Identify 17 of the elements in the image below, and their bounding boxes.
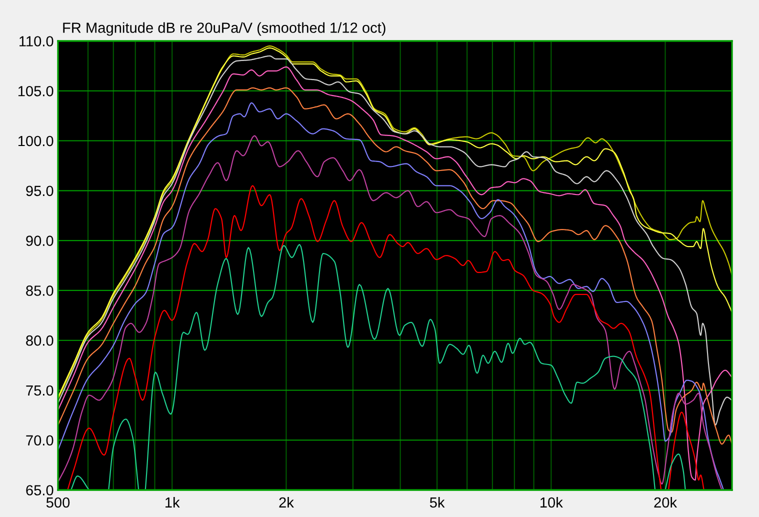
y-tick-label: 75.0 [26, 385, 54, 396]
y-tick-label: 85.0 [26, 286, 54, 296]
x-tick-label: 2k [279, 496, 294, 508]
y-tick-label: 80.0 [26, 335, 54, 346]
y-tick-label: 105.0 [18, 86, 54, 96]
x-tick-label: 1k [166, 496, 180, 508]
chart-title: FR Magnitude dB re 20uPa/V (smoothed 1/12 oct) [63, 22, 386, 36]
x-tick-label: 5k [430, 496, 445, 508]
x-tick-label: 10k [540, 496, 563, 508]
y-tick-label: 70.0 [26, 435, 54, 446]
x-tick-label: 20k [654, 496, 678, 508]
y-tick-label: 65.0 [26, 485, 54, 496]
y-tick-label: 100.0 [18, 136, 54, 146]
y-tick-label: 95.0 [26, 186, 54, 196]
y-tick-label: 110.0 [20, 36, 54, 46]
y-tick-label: 90.0 [26, 236, 54, 246]
x-tick-label: 500 [46, 497, 70, 508]
